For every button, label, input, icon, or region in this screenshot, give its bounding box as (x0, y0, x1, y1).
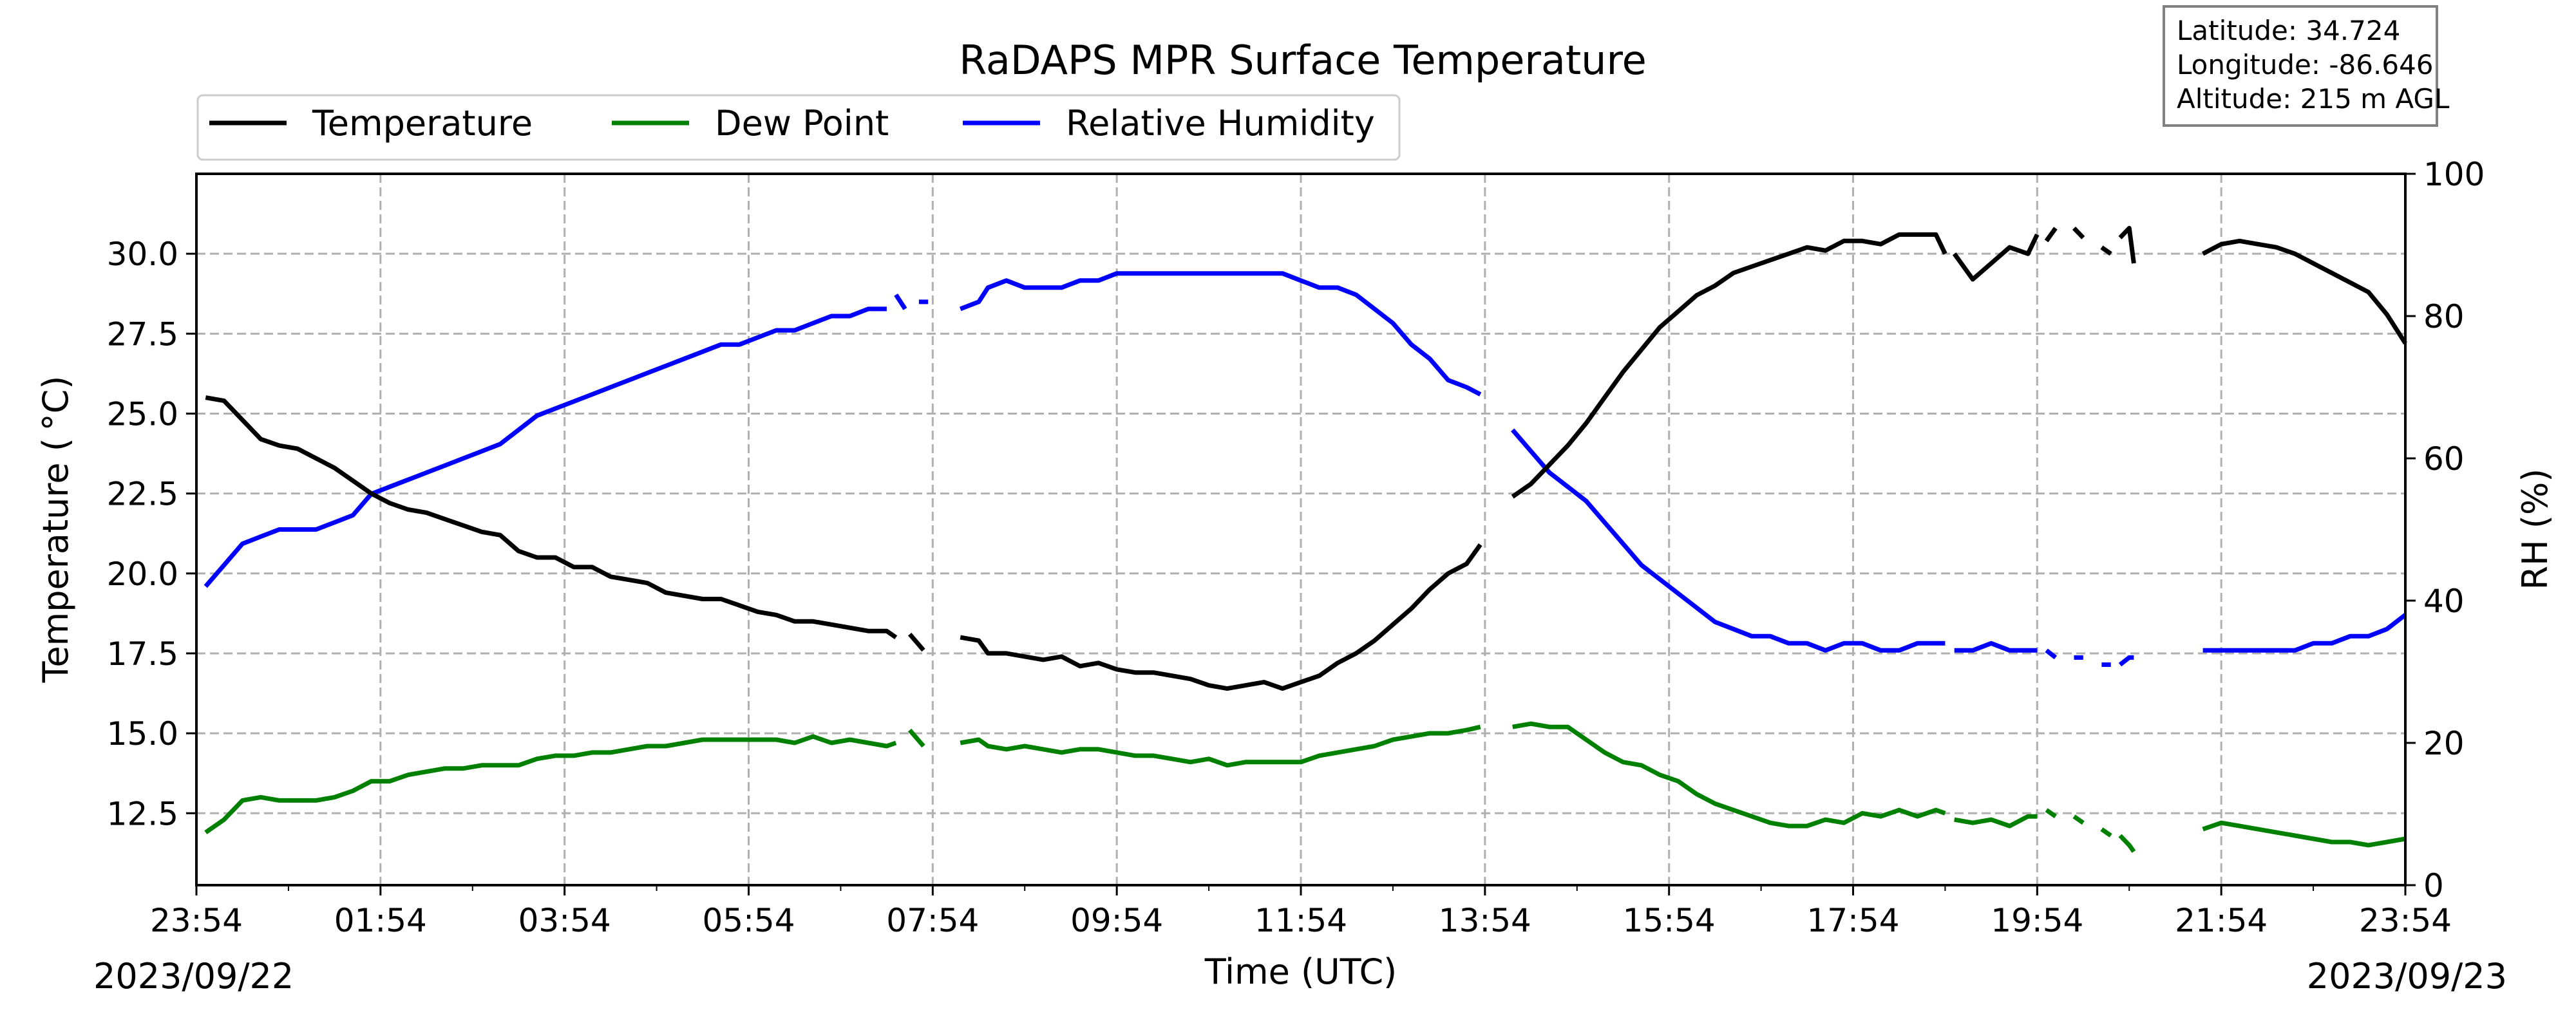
series-line-temperature (2072, 226, 2085, 239)
series-line-dew-point (2045, 808, 2057, 819)
series-line-dew-point (204, 734, 897, 834)
series-line-temperature (2118, 225, 2136, 264)
x-tick-label: 13:54 (1439, 902, 1531, 939)
series-line-dew-point (2202, 820, 2406, 848)
series-layer (204, 225, 2407, 853)
y-left-tick-label: 15.0 (107, 715, 178, 753)
y-right-tick-label: 0 (2423, 867, 2444, 904)
x-tick-label: 17:54 (1806, 902, 1899, 939)
x-tick-label: 07:54 (886, 902, 979, 939)
series-line-relative-humidity (2202, 613, 2407, 653)
series-line-temperature (2100, 245, 2112, 256)
x-axis-label: Time (UTC) (1204, 951, 1397, 992)
y-right-tick-label: 100 (2423, 156, 2485, 193)
series-line-relative-humidity (1511, 428, 1946, 653)
series-line-temperature (1952, 233, 2040, 282)
y-right-tick-label: 20 (2423, 725, 2465, 762)
x-tick-label: 01:54 (334, 902, 427, 939)
series-line-dew-point (2118, 834, 2136, 853)
y-left-tick-label: 22.5 (107, 476, 178, 513)
x-tick-label: 15:54 (1623, 902, 1716, 939)
y-left-tick-label: 30.0 (107, 236, 178, 273)
y-left-tick-label: 20.0 (107, 556, 178, 593)
info-altitude: Altitude: 215 m AGL (2177, 83, 2450, 115)
legend-frame (196, 94, 1401, 161)
x-tick-label: 19:54 (1991, 902, 2083, 939)
y-left-tick-label: 25.0 (107, 395, 178, 433)
y-right-tick-label: 40 (2423, 583, 2465, 620)
series-line-relative-humidity (204, 306, 887, 588)
x-axis: 23:54 01:54 03:54 05:54 07:54 09:54 11:54 13:54… (150, 885, 2452, 939)
date-end-label: 2023/09/23 (2307, 956, 2507, 997)
y-left-tick-label: 12.5 (107, 795, 178, 832)
y-axis-left-label: Temperature ( °C) (35, 376, 76, 684)
series-line-dew-point (960, 724, 1481, 768)
info-longitude: Longitude: -86.646 (2177, 49, 2434, 80)
series-line-dew-point (2072, 814, 2085, 825)
series-line-temperature (960, 543, 1482, 691)
y-axis-left: 12.5 15.0 17.5 20.0 22.5 25.0 27.5 30.0 (107, 236, 196, 832)
series-line-temperature (907, 632, 925, 652)
x-tick-label: 11:54 (1255, 902, 1347, 939)
series-line-temperature (2201, 238, 2407, 345)
chart-title: RaDAPS MPR Surface Temperature (959, 37, 1647, 84)
series-line-temperature (205, 395, 898, 639)
x-tick-label: 23:54 (2359, 902, 2452, 939)
series-line-relative-humidity (959, 271, 1482, 397)
grid (196, 174, 2405, 885)
x-tick-label: 09:54 (1070, 902, 1163, 939)
series-line-dew-point (1954, 814, 2038, 829)
legend-label-relative-humidity: Relative Humidity (1066, 103, 1375, 144)
series-line-temperature (2044, 227, 2058, 243)
series-line-dew-point (2100, 827, 2112, 838)
info-latitude: Latitude: 34.724 (2177, 15, 2400, 46)
series-line-relative-humidity (2118, 655, 2134, 667)
y-left-tick-label: 17.5 (107, 635, 178, 673)
y-right-tick-label: 80 (2423, 298, 2465, 335)
series-line-relative-humidity (2045, 648, 2058, 660)
series-line-temperature (1511, 232, 1947, 499)
series-line-relative-humidity (1954, 641, 2038, 653)
x-tick-label: 21:54 (2175, 902, 2268, 939)
legend-label-temperature: Temperature (312, 103, 533, 144)
y-right-tick-label: 60 (2423, 440, 2465, 478)
info-box-frame (2163, 5, 2438, 127)
date-start-label: 2023/09/22 (93, 956, 294, 997)
legend-label-dew-point: Dew Point (715, 103, 889, 144)
y-axis-right-label: RH (%) (2515, 469, 2555, 590)
y-axis-right: 0 20 40 60 80 100 (2405, 156, 2485, 904)
legend: Temperature Dew Point Relative Humidity (196, 94, 1401, 161)
x-tick-label: 03:54 (518, 902, 611, 939)
series-line-dew-point (1512, 721, 1946, 829)
series-line-relative-humidity (894, 293, 907, 310)
y-left-tick-label: 27.5 (107, 315, 178, 353)
x-tick-label: 05:54 (702, 902, 795, 939)
info-box: Latitude: 34.724 Longitude: -86.646 Alti… (2163, 5, 2450, 127)
series-line-dew-point (907, 728, 925, 748)
x-tick-label: 23:54 (150, 902, 243, 939)
